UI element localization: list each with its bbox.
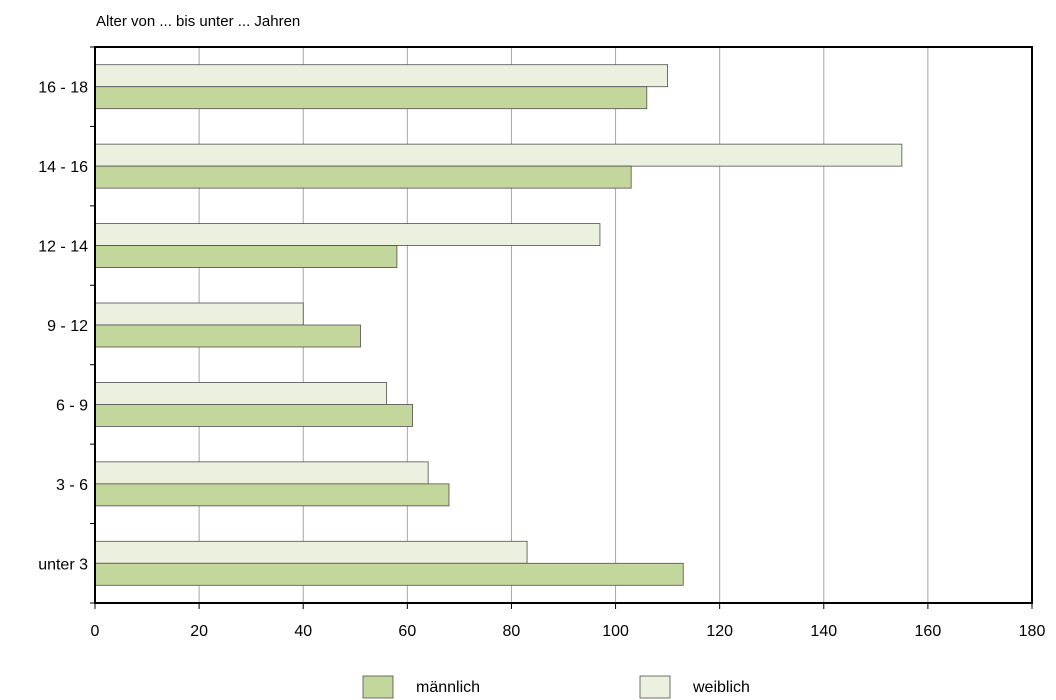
y-tick-label: 9 - 12 — [47, 318, 88, 335]
bar-weiblich — [94, 302, 304, 326]
bar-weiblich — [94, 461, 429, 485]
x-tick-label: 180 — [1019, 623, 1046, 640]
x-tick-label: 160 — [915, 623, 942, 640]
legend-swatch — [639, 675, 671, 699]
y-tick-label: unter 3 — [38, 556, 88, 573]
legend-swatch — [362, 675, 394, 699]
x-tick-label: 140 — [810, 623, 837, 640]
legend-label: männlich — [416, 679, 480, 696]
y-tick-label: 3 - 6 — [56, 477, 88, 494]
x-tick-label: 40 — [294, 623, 312, 640]
legend-label: weiblich — [692, 679, 750, 696]
y-tick-label: 12 - 14 — [38, 239, 88, 256]
x-tick-label: 100 — [602, 623, 629, 640]
bar-maennlich — [94, 324, 361, 348]
bars — [94, 64, 903, 586]
bar-maennlich — [94, 404, 413, 427]
bar-maennlich — [94, 562, 684, 586]
x-tick-label: 0 — [91, 623, 100, 640]
y-tick-label: 14 - 16 — [38, 159, 88, 176]
bar-weiblich — [94, 382, 387, 405]
bar-maennlich — [94, 483, 450, 507]
bar-weiblich — [94, 143, 903, 167]
bar-weiblich — [94, 64, 669, 88]
x-tick-label: 80 — [503, 623, 521, 640]
bar-maennlich — [94, 86, 648, 110]
y-tick-label: 6 - 9 — [56, 397, 88, 414]
bar-weiblich — [94, 223, 601, 246]
axis-title: Alter von ... bis unter ... Jahren — [96, 13, 300, 30]
plot-frame — [94, 46, 1033, 604]
y-tick-label: 16 - 18 — [38, 80, 88, 97]
x-tick-label: 120 — [706, 623, 733, 640]
bar-maennlich — [94, 165, 632, 189]
bar-maennlich — [94, 245, 398, 268]
bar-weiblich — [94, 540, 528, 564]
grid-lines — [198, 47, 929, 603]
axes: 0 20 40 60 80 100 120 140 160 180 unter 3 3 - 6 6 - … — [38, 46, 1046, 640]
x-tick-label: 60 — [398, 623, 416, 640]
x-tick-label: 20 — [190, 623, 208, 640]
legend: männlich weiblich — [362, 675, 750, 699]
